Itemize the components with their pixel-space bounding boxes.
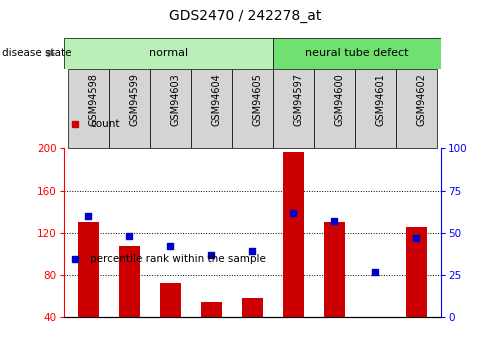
Text: GSM94601: GSM94601 bbox=[375, 73, 385, 126]
FancyBboxPatch shape bbox=[109, 69, 150, 148]
Text: GSM94599: GSM94599 bbox=[129, 73, 139, 126]
Text: GSM94600: GSM94600 bbox=[334, 73, 344, 126]
FancyBboxPatch shape bbox=[396, 69, 437, 148]
Text: count: count bbox=[90, 119, 120, 129]
Bar bbox=[242, 298, 263, 317]
FancyBboxPatch shape bbox=[191, 69, 232, 148]
FancyBboxPatch shape bbox=[68, 69, 109, 148]
Text: GSM94598: GSM94598 bbox=[88, 73, 98, 126]
FancyBboxPatch shape bbox=[150, 69, 191, 148]
Text: GDS2470 / 242278_at: GDS2470 / 242278_at bbox=[169, 9, 321, 23]
Bar bbox=[324, 222, 344, 317]
Bar bbox=[283, 151, 304, 317]
Text: percentile rank within the sample: percentile rank within the sample bbox=[90, 254, 266, 264]
Point bbox=[84, 213, 92, 219]
FancyBboxPatch shape bbox=[64, 38, 273, 69]
Point bbox=[413, 235, 420, 241]
Point bbox=[290, 210, 297, 215]
Bar bbox=[406, 227, 427, 317]
Text: GSM94597: GSM94597 bbox=[294, 73, 303, 126]
Text: GSM94605: GSM94605 bbox=[252, 73, 262, 126]
Bar bbox=[160, 283, 181, 317]
Text: normal: normal bbox=[149, 49, 188, 58]
Point bbox=[330, 218, 338, 224]
Bar bbox=[201, 302, 221, 317]
Text: neural tube defect: neural tube defect bbox=[305, 49, 409, 58]
Point bbox=[167, 244, 174, 249]
Point bbox=[207, 252, 215, 258]
Text: GSM94604: GSM94604 bbox=[211, 73, 221, 126]
FancyBboxPatch shape bbox=[314, 69, 355, 148]
Bar bbox=[119, 246, 140, 317]
Text: GSM94603: GSM94603 bbox=[171, 73, 180, 126]
Point bbox=[248, 249, 256, 254]
FancyBboxPatch shape bbox=[232, 69, 273, 148]
FancyBboxPatch shape bbox=[355, 69, 396, 148]
Point bbox=[371, 269, 379, 275]
Bar bbox=[78, 222, 98, 317]
FancyBboxPatch shape bbox=[273, 69, 314, 148]
Text: disease state: disease state bbox=[2, 49, 72, 58]
Point bbox=[125, 234, 133, 239]
FancyBboxPatch shape bbox=[273, 38, 441, 69]
Text: GSM94602: GSM94602 bbox=[416, 73, 426, 126]
